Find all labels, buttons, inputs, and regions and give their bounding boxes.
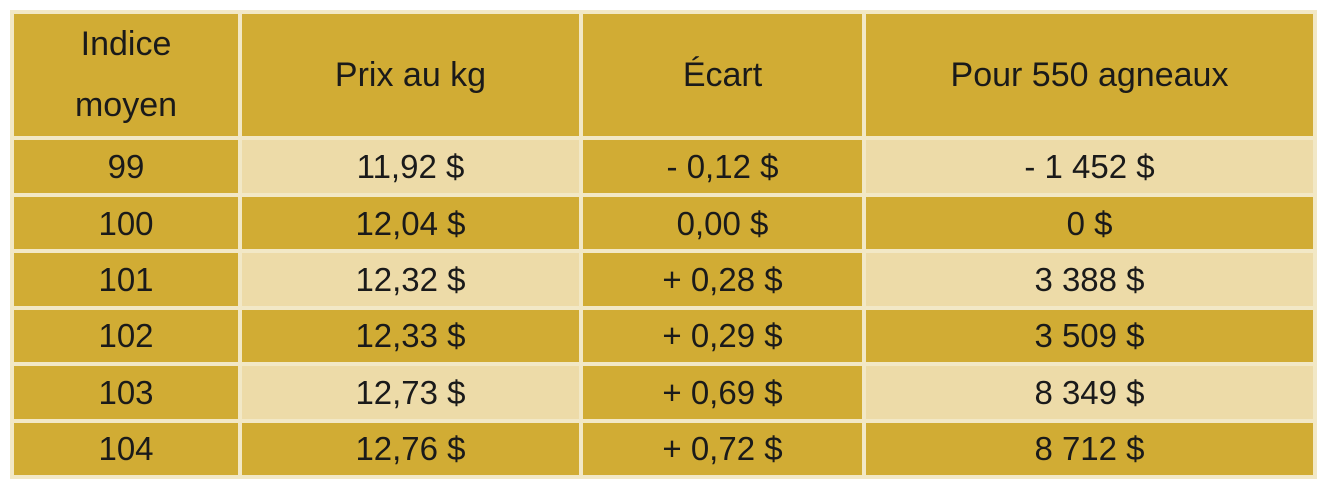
cell-prix: 12,76 $ (238, 418, 583, 480)
column-header-label: Pour 550 agneaux (950, 55, 1229, 94)
table-row-indice-101: 101 12,32 $ + 0,28 $ 3 388 $ (10, 249, 1317, 310)
table-row-indice-100: 100 12,04 $ 0,00 $ 0 $ (10, 192, 1317, 254)
column-header-ecart: Écart (579, 9, 866, 141)
cell-indice: 100 (10, 192, 242, 254)
cell-pour550: 0 $ (862, 192, 1317, 254)
table-row-indice-104: 104 12,76 $ + 0,72 $ 8 712 $ (10, 418, 1317, 480)
cell-prix: 12,33 $ (238, 305, 583, 367)
cell-pour550: 3 509 $ (862, 305, 1317, 367)
table-row-indice-103: 103 12,73 $ + 0,69 $ 8 349 $ (10, 362, 1317, 423)
table-row-indice-102: 102 12,33 $ + 0,29 $ 3 509 $ (10, 305, 1317, 367)
cell-prix: 12,73 $ (238, 362, 583, 423)
header-row: Indice moyen Prix au kg Écart Pour 550 a… (10, 9, 1317, 141)
column-header-prix-au-kg: Prix au kg (238, 9, 583, 141)
column-header-indice-moyen: Indice moyen (10, 9, 242, 141)
cell-ecart: + 0,72 $ (579, 418, 866, 480)
lamb-price-table: Indice moyen Prix au kg Écart Pour 550 a… (10, 9, 1317, 480)
cell-prix: 12,32 $ (238, 249, 583, 310)
cell-ecart: 0,00 $ (579, 192, 866, 254)
cell-pour550: 8 349 $ (862, 362, 1317, 423)
cell-indice: 103 (10, 362, 242, 423)
column-header-label: Prix au kg (334, 55, 487, 94)
cell-indice: 101 (10, 249, 242, 310)
cell-pour550: 8 712 $ (862, 418, 1317, 480)
column-header-pour-550-agneaux: Pour 550 agneaux (862, 9, 1317, 141)
column-header-label: Écart (682, 55, 763, 94)
cell-indice: 104 (10, 418, 242, 480)
cell-ecart: + 0,29 $ (579, 305, 866, 367)
cell-pour550: 3 388 $ (862, 249, 1317, 310)
cell-prix: 12,04 $ (238, 192, 583, 254)
cell-ecart: + 0,69 $ (579, 362, 866, 423)
cell-indice: 102 (10, 305, 242, 367)
cell-prix: 11,92 $ (238, 136, 583, 197)
cell-ecart: + 0,28 $ (579, 249, 866, 310)
cell-pour550: - 1 452 $ (862, 136, 1317, 197)
table-row-indice-99: 99 11,92 $ - 0,12 $ - 1 452 $ (10, 136, 1317, 197)
cell-indice: 99 (10, 136, 242, 197)
column-header-label: Indice moyen (74, 25, 178, 125)
cell-ecart: - 0,12 $ (579, 136, 866, 197)
